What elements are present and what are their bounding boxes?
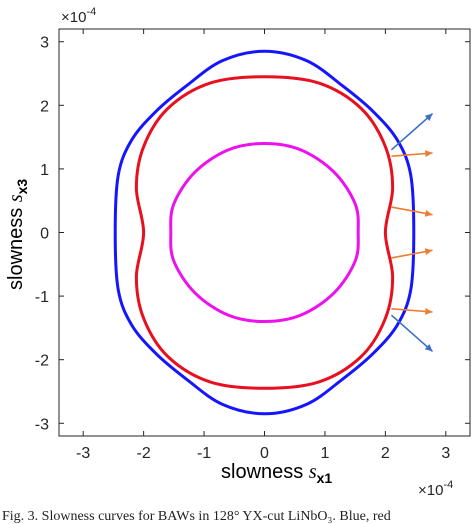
arrow-group: [390, 112, 434, 353]
normal-arrow-3: [391, 206, 433, 217]
y-exponent-label: ×10-4: [61, 6, 96, 26]
figure-caption: Fig. 3. Slowness curves for BAWs in 128°…: [2, 509, 391, 524]
y-axis-label: slowness sx3: [5, 179, 30, 290]
y-tick-label: 3: [40, 35, 49, 52]
x-tick-label: 2: [381, 445, 390, 462]
normal-arrow-2: [391, 150, 433, 158]
y-tick-label: 0: [40, 226, 49, 243]
slowness-curve-3: [169, 141, 360, 324]
normal-arrow-1: [390, 112, 434, 151]
x-tick-label: -3: [76, 445, 90, 462]
x-axis-label: slowness sx1: [221, 461, 332, 486]
x-tick-label: -2: [137, 445, 151, 462]
y-tick-label: -3: [35, 416, 49, 433]
normal-arrow-4: [391, 248, 433, 259]
tick-group: -3 -2 -1 0 1 2 3 -3 -2 -1 0 1 2 3: [35, 29, 470, 462]
y-tick-label: -2: [35, 353, 49, 370]
normal-arrow-6: [390, 314, 434, 353]
y-tick-label: 2: [40, 98, 49, 115]
x-tick-label: 1: [320, 445, 329, 462]
normal-arrow-5: [391, 307, 433, 315]
x-tick-label: 0: [260, 445, 269, 462]
x-tick-label: -1: [197, 445, 211, 462]
y-tick-label: -1: [35, 289, 49, 306]
x-tick-label: 3: [441, 445, 450, 462]
curve-group: [113, 49, 416, 416]
x-exponent-label: ×10-4: [418, 479, 453, 499]
slowness-curve-2: [134, 75, 395, 390]
plot-area: [58, 28, 471, 437]
y-tick-label: 1: [40, 162, 49, 179]
slowness-curve-1: [113, 49, 416, 416]
